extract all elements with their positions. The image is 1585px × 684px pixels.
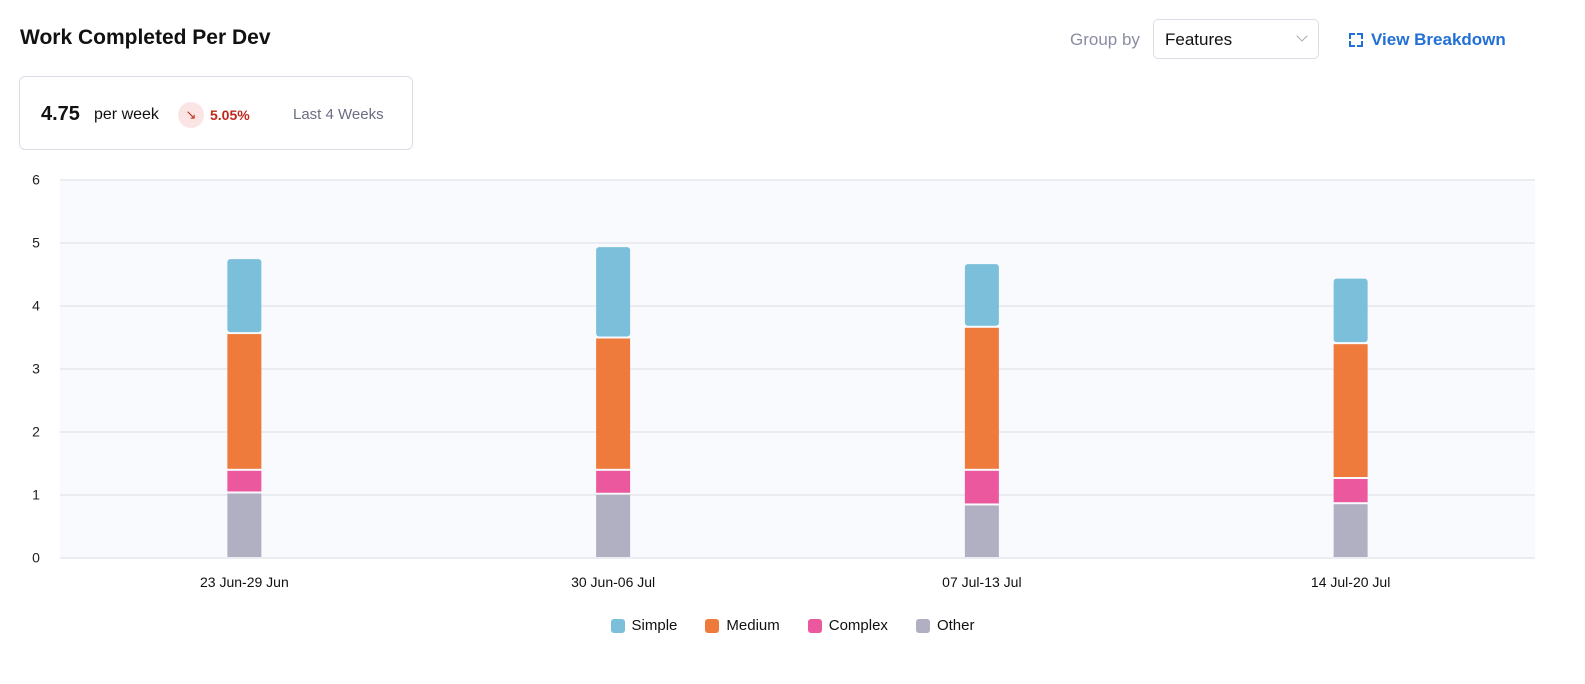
- stat-change: 5.05%: [210, 107, 250, 123]
- bar-segment-simple: [964, 264, 999, 326]
- legend-label: Simple: [631, 617, 678, 634]
- view-breakdown-label: View Breakdown: [1371, 30, 1506, 49]
- stat-value: 4.75: [41, 103, 80, 125]
- summary-stat-card: 4.75 per week ↘ 5.05% Last 4 Weeks: [19, 76, 413, 150]
- stat-unit: per week: [94, 106, 159, 123]
- stat-period: Last 4 Weeks: [293, 106, 384, 123]
- legend-swatch: [705, 618, 720, 633]
- bar-segment-complex: [596, 470, 631, 493]
- y-tick-label: 6: [32, 172, 40, 188]
- legend-label: Other: [936, 617, 975, 634]
- x-tick-label: 30 Jun-06 Jul: [571, 574, 655, 590]
- bar-segment-other: [964, 505, 999, 557]
- bar-segment-other: [227, 493, 262, 557]
- y-tick-label: 2: [32, 424, 40, 440]
- y-tick-label: 1: [32, 487, 40, 503]
- bar-segment-medium: [227, 334, 262, 469]
- x-tick-label: 14 Jul-20 Jul: [1311, 574, 1390, 590]
- expand-icon: [1349, 33, 1363, 47]
- group-by-select[interactable]: Features: [1153, 19, 1319, 59]
- bar-segment-medium: [1333, 344, 1368, 477]
- y-tick-label: 4: [32, 298, 40, 314]
- group-by-label: Group by: [1070, 30, 1140, 49]
- bar-segment-complex: [227, 470, 262, 492]
- legend-swatch: [807, 618, 822, 633]
- bar-segment-simple: [227, 259, 262, 333]
- legend-item-other[interactable]: Other: [915, 617, 975, 634]
- trend-down-icon: ↘: [178, 102, 204, 128]
- x-tick-label: 23 Jun-29 Jun: [200, 574, 289, 590]
- bar-segment-medium: [964, 327, 999, 469]
- x-tick-label: 07 Jul-13 Jul: [942, 574, 1021, 590]
- chart-legend: Simple Medium Complex Other: [0, 617, 1585, 634]
- group-by-value: Features: [1165, 30, 1233, 49]
- bar-segment-simple: [1333, 278, 1368, 343]
- legend-swatch: [610, 618, 625, 633]
- legend-swatch: [915, 618, 930, 633]
- page-title: Work Completed Per Dev: [20, 26, 271, 49]
- bar-segment-other: [1333, 504, 1368, 557]
- bar-segment-complex: [1333, 478, 1368, 503]
- legend-item-simple[interactable]: Simple: [610, 617, 678, 634]
- y-tick-label: 5: [32, 235, 40, 251]
- bar-segment-medium: [596, 338, 631, 469]
- bar-segment-complex: [964, 470, 999, 504]
- view-breakdown-button[interactable]: View Breakdown: [1349, 30, 1506, 50]
- legend-label: Medium: [726, 617, 780, 634]
- y-tick-label: 0: [32, 550, 40, 566]
- legend-item-medium[interactable]: Medium: [705, 617, 780, 634]
- bar-segment-simple: [596, 247, 631, 337]
- y-tick-label: 3: [32, 361, 40, 377]
- bar-segment-other: [596, 494, 631, 557]
- legend-item-complex[interactable]: Complex: [807, 617, 888, 634]
- legend-label: Complex: [828, 617, 888, 634]
